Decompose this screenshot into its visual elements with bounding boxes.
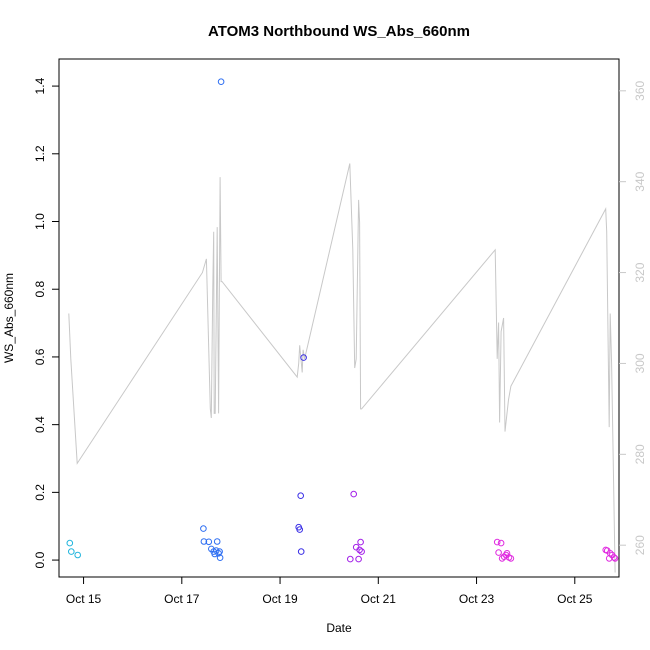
- data-point: [200, 538, 208, 545]
- y-tick-label: 1.4: [33, 77, 47, 94]
- data-point: [357, 538, 364, 546]
- x-axis-label: Date: [326, 621, 352, 635]
- y2-axis: 260 280 300 320 340 360: [619, 80, 647, 555]
- y-tick-label: 0.0: [33, 551, 47, 568]
- data-point: [300, 354, 307, 361]
- data-point: [297, 548, 305, 555]
- y-tick-label: 1.2: [33, 145, 47, 162]
- y-tick-label: 0.2: [33, 484, 47, 501]
- data-point: [495, 549, 502, 556]
- y-axis-label: WS_Abs_660nm: [2, 273, 16, 363]
- data-point: [350, 490, 358, 498]
- data-point: [610, 554, 618, 561]
- data-point: [507, 555, 515, 562]
- data-point: [493, 538, 501, 546]
- data-point: [297, 492, 305, 500]
- data-point: [358, 548, 365, 555]
- y-tick-label: 0.8: [33, 281, 47, 298]
- data-point: [497, 539, 505, 547]
- x-tick-label: Oct 25: [557, 592, 593, 606]
- data-point: [503, 550, 511, 557]
- y-tick-label: 1.0: [33, 213, 47, 230]
- data-point: [355, 555, 362, 563]
- y2-series-line: [68, 163, 616, 573]
- data-point: [200, 525, 207, 532]
- data-point: [611, 555, 619, 562]
- data-point: [68, 548, 75, 555]
- data-point: [356, 546, 363, 554]
- y-axis: 0.0 0.2 0.4 0.6 0.8 1.0 1.2 1.4: [33, 77, 59, 568]
- y2-tick-label: 260: [633, 535, 647, 555]
- y-tick-label: 0.4: [33, 416, 47, 433]
- data-point: [216, 554, 224, 562]
- chart-title: ATOM3 Northbound WS_Abs_660nm: [208, 23, 470, 40]
- y2-tick-label: 280: [633, 444, 647, 464]
- plot-frame: [58, 58, 620, 578]
- x-tick-label: Oct 17: [164, 592, 200, 606]
- y2-tick-label: 340: [633, 171, 647, 191]
- points-layer: [66, 78, 619, 563]
- data-point: [213, 538, 221, 545]
- data-point: [296, 526, 304, 533]
- x-tick-label: Oct 15: [66, 592, 102, 606]
- y2-tick-label: 300: [633, 353, 647, 373]
- data-point: [74, 551, 81, 559]
- data-point: [347, 555, 354, 563]
- data-point: [498, 555, 506, 562]
- x-tick-label: Oct 23: [459, 592, 495, 606]
- x-tick-label: Oct 19: [262, 592, 298, 606]
- data-point: [205, 538, 213, 546]
- y2-tick-label: 320: [633, 262, 647, 282]
- data-point: [216, 548, 223, 555]
- data-point: [66, 539, 74, 547]
- y2-tick-label: 360: [633, 80, 647, 100]
- x-axis: Oct 15 Oct 17 Oct 19 Oct 21 Oct 23 Oct 25: [66, 577, 593, 606]
- y2-line-layer: [68, 163, 616, 573]
- x-tick-label: Oct 21: [361, 592, 397, 606]
- data-point: [217, 78, 225, 85]
- data-point: [606, 550, 614, 557]
- y-tick-label: 0.6: [33, 348, 47, 365]
